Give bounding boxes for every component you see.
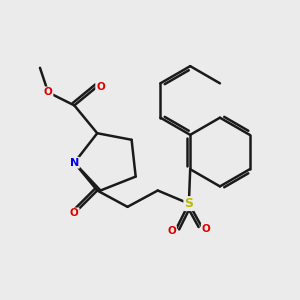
Text: S: S <box>184 197 194 210</box>
Text: O: O <box>96 82 105 92</box>
Text: O: O <box>70 208 79 218</box>
Text: O: O <box>167 226 176 236</box>
Text: N: N <box>70 158 79 168</box>
Text: O: O <box>202 224 210 234</box>
Text: O: O <box>44 87 52 97</box>
